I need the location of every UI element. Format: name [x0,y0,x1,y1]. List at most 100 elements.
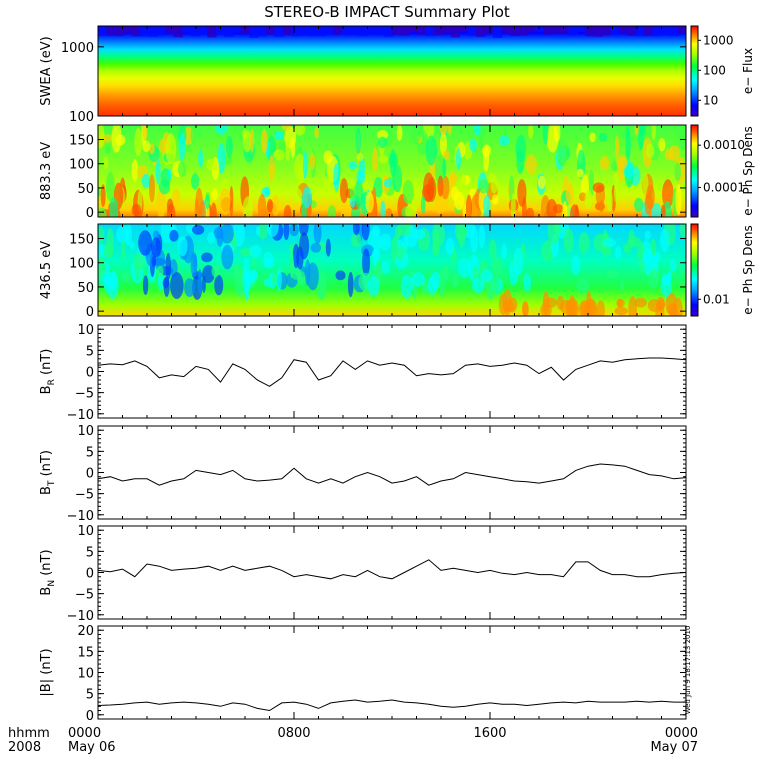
heatmap-cell [242,196,253,217]
heatmap-cell [156,26,167,36]
heatmap-cell [297,271,306,286]
y-tick-label: 0 [86,709,94,724]
heatmap-cell [396,125,403,141]
heatmap-cell [283,205,292,217]
heatmap-cell [607,190,613,212]
heatmap-cell [618,26,629,34]
heatmap-cell [523,273,532,292]
heatmap-cell [316,26,326,37]
heatmap-cell [268,155,275,182]
heatmap-cell [151,255,157,267]
heatmap-cell [411,272,426,287]
heatmap-cell [660,26,671,36]
heatmap-cell [662,189,672,199]
heatmap-cell [178,132,186,161]
time-axis-row-label: hhmm [8,726,50,741]
colorbar-tick-label: 0.0010 [703,138,745,152]
heatmap-cell [553,125,561,143]
heatmap-cell [105,171,115,202]
heatmap-cell [310,242,322,253]
heatmap-cell [131,159,139,183]
heatmap-cell [634,297,647,308]
heatmap-cell [190,252,198,278]
heatmap-cell [639,258,645,275]
heatmap-cell [478,179,490,194]
heatmap-cell [173,26,183,38]
heatmap-cell [646,184,655,210]
heatmap-cell [261,129,268,154]
heatmap-cell [465,194,472,217]
heatmap-cell [324,176,331,190]
heatmap-cell [675,184,682,216]
heatmap-cell [492,26,503,38]
heatmap-cell [525,207,535,217]
heatmap-cell [562,201,568,217]
heatmap-cell [347,271,354,298]
heatmap-cell [589,132,596,143]
heatmap-cell [372,147,378,173]
heatmap-cell [478,224,485,249]
heatmap-cell [276,267,282,292]
y-axis-label: 883.3 eV [39,142,54,200]
heatmap-cell [155,158,161,185]
heatmap-cell [192,224,205,235]
heatmap-cell [157,272,164,291]
series-line [97,699,686,712]
heatmap-cell [437,175,444,197]
heatmap-cell [442,150,450,161]
y-axis-label: 436.5 eV [39,241,54,299]
heatmap-cell [635,26,645,37]
heatmap-cell [484,26,494,34]
heatmap-cell [255,226,261,236]
y-label-unit: (nT) [39,549,54,579]
heatmap-cell [165,133,177,165]
colorbar-label: e− Flux [741,48,755,94]
heatmap-cell [131,203,142,217]
heatmap-cell [293,188,303,202]
heatmap-cell [445,238,455,256]
heatmap-cell [217,143,226,174]
heatmap-cell [257,193,267,217]
panel-1: 1000 100 10 e− Flux 1000 100 SWEA (eV) [39,25,755,125]
heatmap-cell [417,26,427,35]
colorbar [690,223,699,317]
heatmap-cell [628,296,637,316]
heatmap-cell [323,150,333,164]
heatmap-cell [669,26,679,37]
heatmap-cell [211,264,220,278]
heatmap-cell [266,224,279,237]
heatmap-cell [425,135,438,166]
chart-title: STEREO-B IMPACT Summary Plot [264,3,510,21]
panel-frame [97,324,687,419]
heatmap-cell [299,26,309,36]
heatmap-cell [397,224,411,237]
heatmap-cell [109,196,119,217]
y-tick-label: 150 [69,233,94,248]
heatmap-cell [240,26,251,35]
heatmap-cell [452,274,459,288]
heatmap-cell [202,264,215,284]
y-tick-label: 0 [86,305,94,320]
colorbar [690,25,699,117]
heatmap-cell [585,26,595,37]
heatmap-cell [191,173,200,190]
heatmap-cell [526,26,536,33]
heatmap-cell [593,26,603,37]
heatmap-cell [197,268,203,295]
heatmap-cell [439,125,448,136]
heatmap-cell [215,125,228,135]
heatmap-cell [515,134,527,163]
heatmap-cell [378,233,392,251]
heatmap-cell [491,256,503,276]
heatmap-cell [205,158,218,171]
heatmap-cell [383,178,393,188]
heatmap-cell [138,230,153,256]
heatmap-cell [111,125,122,153]
heatmap-cell [610,26,620,34]
heatmap-cell [660,204,666,217]
y-tick-label: 0 [86,366,94,381]
y-tick-label: 50 [77,182,94,197]
heatmap-cell [483,194,491,217]
heatmap-cell [167,168,172,180]
